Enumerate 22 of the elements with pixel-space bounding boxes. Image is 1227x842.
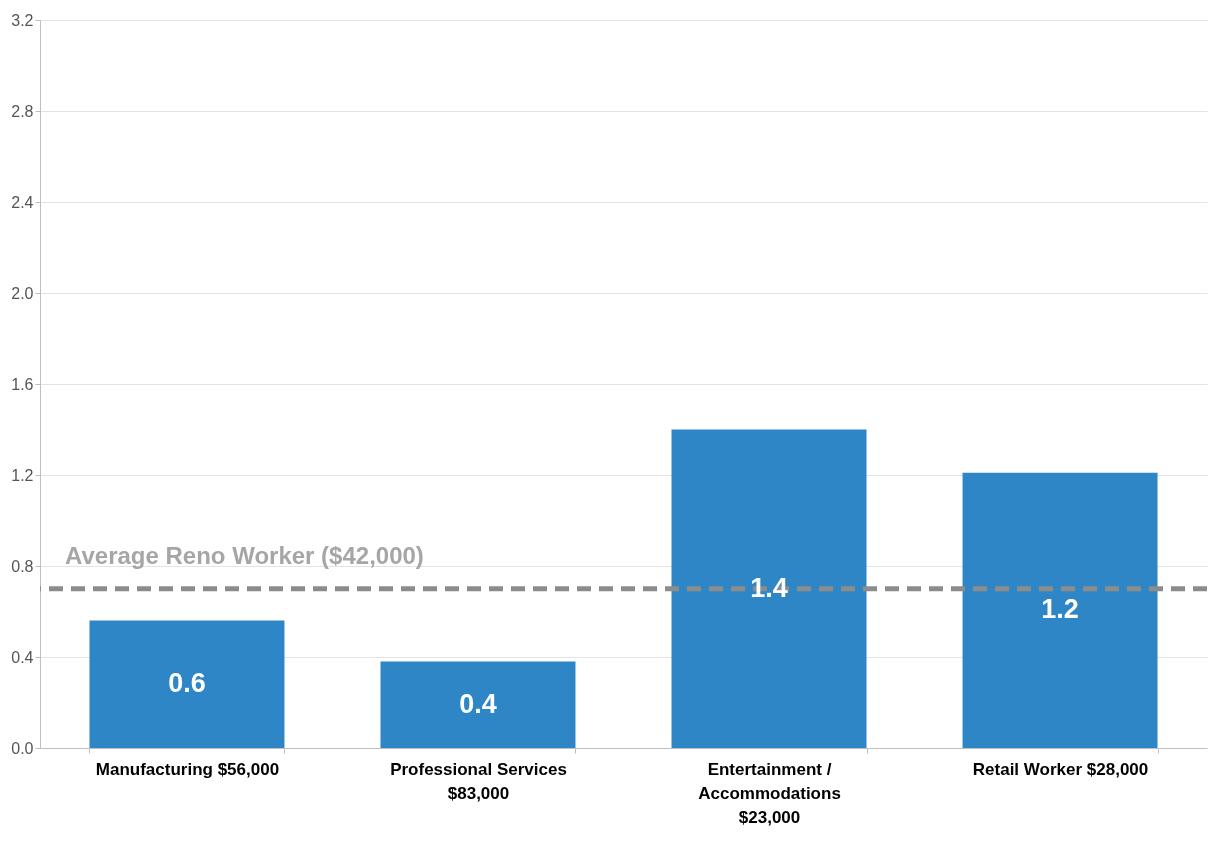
y-tick-label: 0.4 [11, 648, 34, 666]
bar [671, 429, 867, 748]
y-tick-label: 1.2 [11, 466, 34, 484]
y-tick-label: 2.0 [11, 284, 34, 302]
bar [380, 661, 576, 748]
y-tick-label: 0.0 [11, 739, 34, 757]
y-tick-label: 1.6 [11, 375, 34, 393]
x-tick-label: Professional Services $83,000 [390, 759, 567, 803]
x-tick-label: Retail Worker $28,000 [972, 759, 1149, 779]
data-label: 1.4 [750, 572, 788, 603]
x-tick-label: Entertainment / Accommodations $23,000 [698, 759, 841, 827]
bar [89, 620, 285, 748]
y-tick-label: 3.2 [11, 11, 34, 29]
bar [962, 472, 1158, 748]
ref-line-label: Average Reno Worker ($42,000) [65, 541, 424, 569]
x-tick-label: Manufacturing $56,000 [95, 759, 280, 779]
data-label: 1.2 [1041, 594, 1079, 625]
data-label: 0.4 [459, 688, 497, 719]
y-tick-label: 2.4 [11, 193, 34, 211]
y-tick-label: 0.8 [11, 557, 34, 575]
y-tick-label: 2.8 [11, 102, 34, 120]
data-label: 0.6 [168, 668, 206, 699]
